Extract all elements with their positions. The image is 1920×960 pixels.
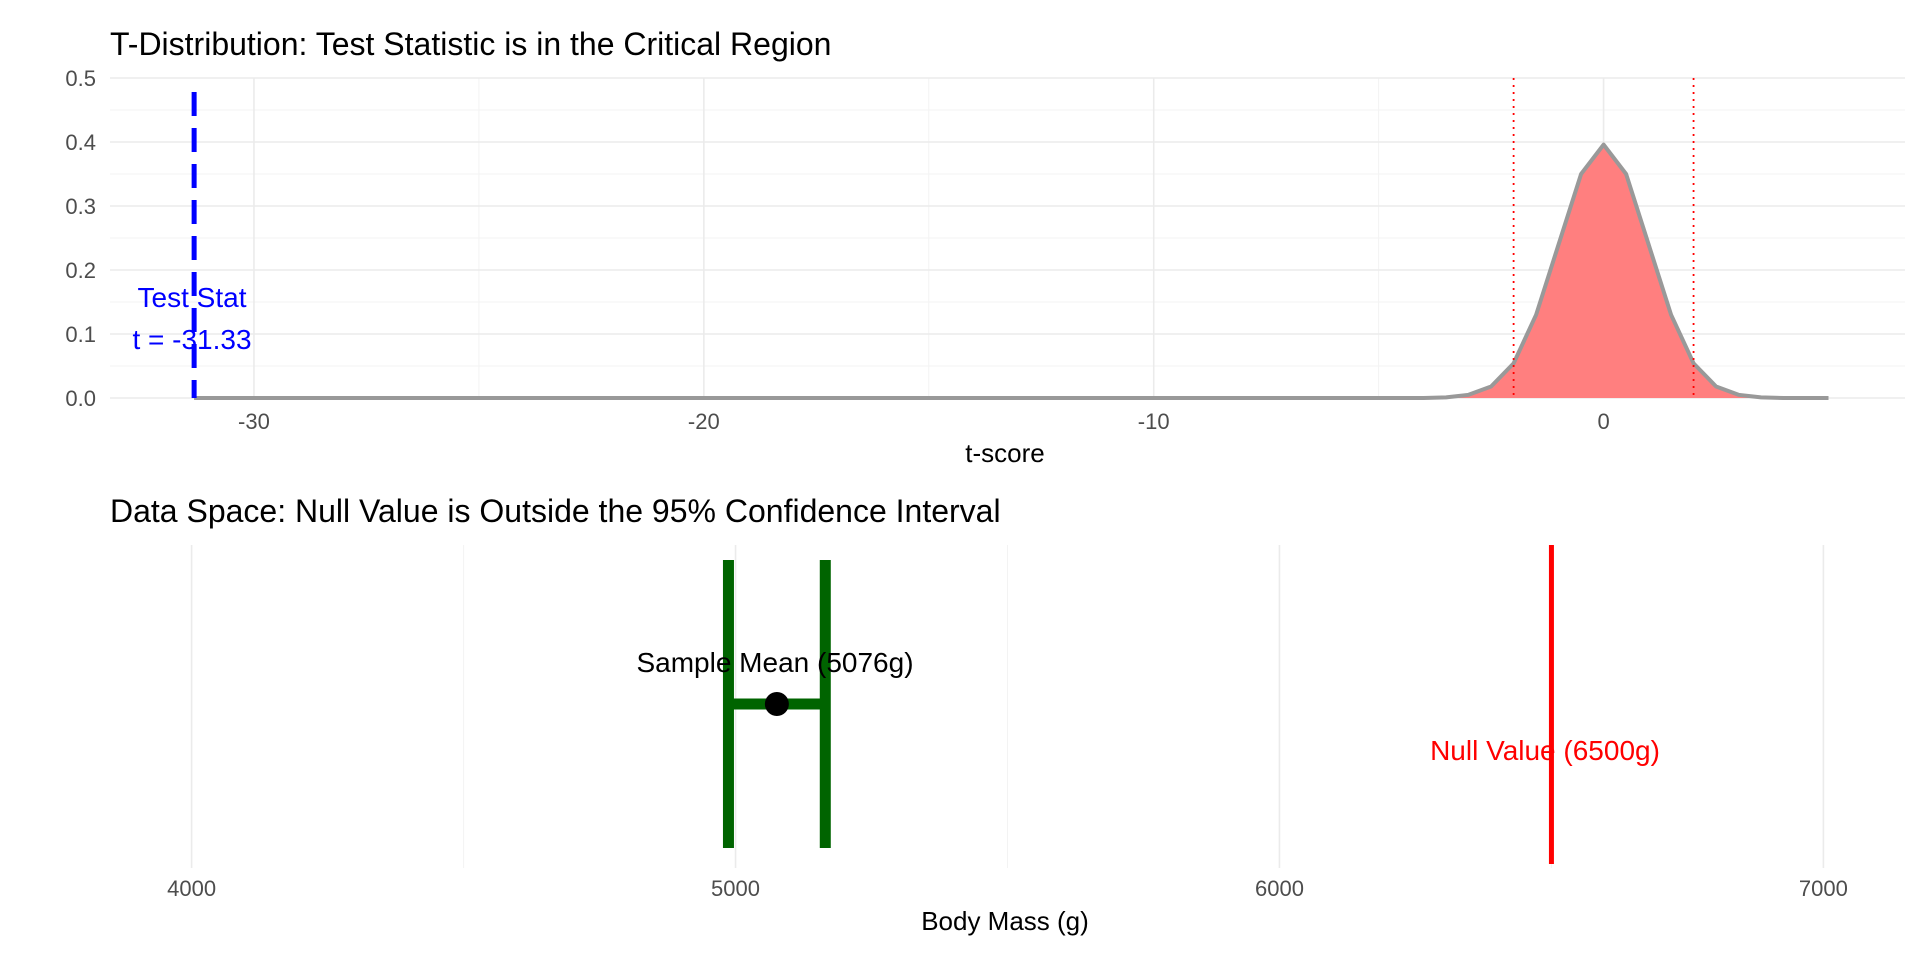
sample-mean-label: Sample Mean (5076g) (636, 647, 913, 678)
density-outline (194, 142, 1829, 400)
test-stat-value-label: t = -31.33 (132, 324, 251, 355)
x-tick-label: -10 (1138, 409, 1170, 434)
data-space-marks (722, 545, 1554, 864)
t-dist-x-ticks: -30 -20 -10 0 (238, 409, 1610, 434)
t-dist-density (194, 142, 1829, 400)
x-tick-label: 0 (1597, 409, 1609, 434)
density-area (194, 144, 1829, 398)
y-tick-label: 0.4 (65, 130, 96, 155)
test-stat-label: Test Stat (138, 282, 247, 313)
data-space-x-ticks: 4000 5000 6000 7000 (167, 876, 1848, 901)
y-tick-label: 0.5 (65, 66, 96, 91)
y-tick-label: 0.2 (65, 258, 96, 283)
x-tick-label: 6000 (1255, 876, 1304, 901)
x-tick-label: 7000 (1799, 876, 1848, 901)
data-space-title: Data Space: Null Value is Outside the 95… (110, 493, 1001, 529)
x-tick-label: 4000 (167, 876, 216, 901)
x-tick-label: 5000 (711, 876, 760, 901)
y-tick-label: 0.0 (65, 386, 96, 411)
data-space-grid (190, 545, 1825, 868)
t-dist-title: T-Distribution: Test Statistic is in the… (110, 26, 831, 62)
data-space-x-axis-title: Body Mass (g) (921, 906, 1089, 936)
t-dist-y-ticks: 0.0 0.1 0.2 0.3 0.4 0.5 (65, 66, 96, 411)
critical-lines (1512, 78, 1695, 398)
sample-mean-point (764, 692, 789, 716)
y-tick-label: 0.1 (65, 322, 96, 347)
x-tick-label: -30 (238, 409, 270, 434)
null-value-label: Null Value (6500g) (1430, 735, 1660, 766)
x-tick-label: -20 (688, 409, 720, 434)
t-dist-x-axis-title: t-score (965, 438, 1044, 468)
y-tick-label: 0.3 (65, 194, 96, 219)
